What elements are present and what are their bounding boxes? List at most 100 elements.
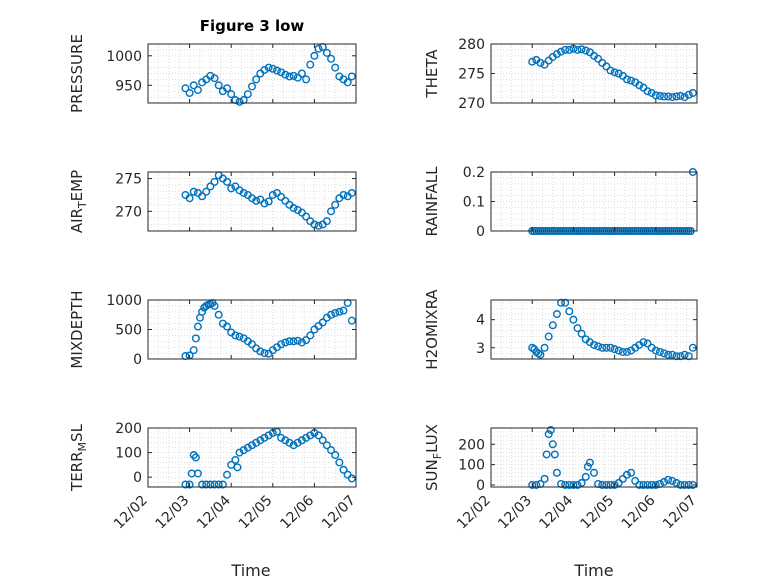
figure-title: Figure 3 low (200, 17, 305, 35)
data-point (331, 308, 340, 317)
data-point (335, 458, 344, 467)
data-point (214, 480, 223, 489)
data-point (660, 477, 669, 486)
data-point (610, 68, 619, 77)
data-point (277, 433, 286, 442)
data-point (268, 64, 277, 73)
data-point (565, 307, 574, 316)
data-point (285, 72, 294, 81)
data-point (581, 46, 590, 55)
y-tick-label: 270 (458, 96, 485, 112)
data-point (318, 318, 327, 327)
data-point (542, 450, 551, 459)
data-point (573, 480, 582, 489)
data-point (622, 347, 631, 356)
y-tick-label: 0 (476, 224, 485, 240)
data-point (318, 42, 327, 51)
y-tick-label: 0 (476, 478, 485, 494)
data-point (185, 194, 194, 203)
data-point (252, 75, 261, 84)
y-tick-label: 3 (476, 341, 485, 357)
data-point (536, 350, 545, 359)
data-point (610, 480, 619, 489)
y-tick-label: 280 (458, 37, 485, 53)
data-point (680, 480, 689, 489)
data-point (198, 307, 207, 316)
subplot-rainfall: 0 0.1 0.2 RAINFALL (423, 165, 698, 240)
data-point (651, 91, 660, 100)
data-point (193, 86, 202, 95)
data-point (631, 476, 640, 485)
x-tick-label: 12/07 (660, 493, 700, 533)
data-point (606, 480, 615, 489)
data-point (293, 438, 302, 447)
data-point (573, 45, 582, 54)
data-point (577, 478, 586, 487)
x-tick-label: 12/02 (111, 493, 151, 533)
data-point (206, 71, 215, 80)
data-point (256, 347, 265, 356)
data-point (598, 343, 607, 352)
y-tick-label: 270 (115, 204, 142, 220)
y-tick-label: 0 (133, 352, 142, 368)
data-point (528, 57, 537, 66)
data-point (231, 331, 240, 340)
data-point (339, 465, 348, 474)
data-point (627, 76, 636, 85)
data-point (210, 301, 219, 310)
data-point (618, 474, 627, 483)
data-point (272, 188, 281, 197)
data-point (277, 340, 286, 349)
x-tick-label: 12/07 (319, 493, 359, 533)
data-point (223, 177, 232, 186)
data-point (260, 199, 269, 208)
data-point (227, 184, 236, 193)
data-point (198, 192, 207, 201)
data-point (185, 480, 194, 489)
data-point (561, 45, 570, 54)
data-point (306, 431, 315, 440)
data-point (247, 82, 256, 91)
y-tick-label: 950 (115, 78, 142, 94)
data-point (651, 480, 660, 489)
data-point (191, 334, 200, 343)
subplot-mixdepth: 0 500 1000 MIXDEPTH (68, 290, 357, 369)
data-point (643, 480, 652, 489)
data-point (672, 92, 681, 101)
data-point (243, 90, 252, 99)
data-point (552, 50, 561, 59)
data-point (223, 470, 232, 479)
data-point (664, 475, 673, 484)
data-point (193, 469, 202, 478)
data-point (594, 54, 603, 63)
data-point (688, 88, 697, 97)
data-point (181, 84, 190, 93)
x-tick-label: 12/04 (536, 492, 576, 532)
data-point (210, 480, 219, 489)
data-point (672, 478, 681, 487)
data-point (643, 339, 652, 348)
data-point (185, 88, 194, 97)
data-point (343, 470, 352, 479)
data-point (614, 346, 623, 355)
data-point (314, 221, 323, 230)
data-point (322, 217, 331, 226)
y-tick-label: 0.1 (463, 195, 485, 211)
data-point (210, 74, 219, 83)
data-point (569, 480, 578, 489)
data-point (343, 78, 352, 87)
data-point (614, 69, 623, 78)
data-point (189, 187, 198, 196)
y-tick-label: 4 (476, 313, 485, 329)
data-point (252, 438, 261, 447)
y-axis-label: RAINFALL (423, 166, 441, 237)
data-point (247, 340, 256, 349)
data-point (335, 307, 344, 316)
data-point (655, 91, 664, 100)
data-point (585, 458, 594, 467)
data-point (210, 177, 219, 186)
data-point (214, 81, 223, 90)
data-point (302, 433, 311, 442)
data-point (293, 336, 302, 345)
